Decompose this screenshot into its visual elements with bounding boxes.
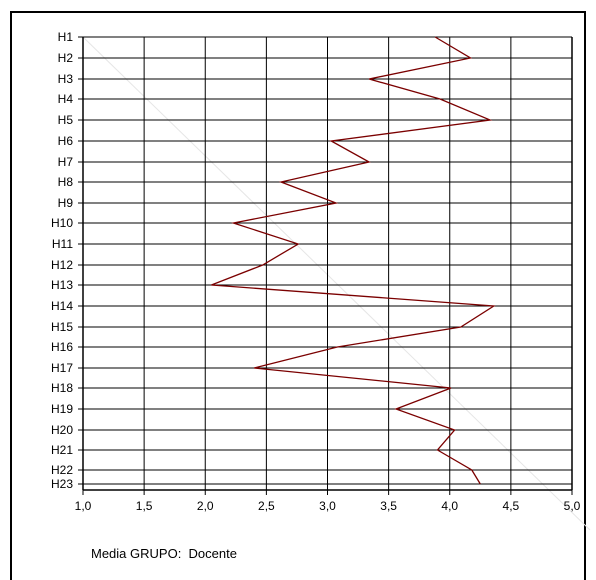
data-point-h8 bbox=[280, 181, 282, 183]
data-point-h14 bbox=[493, 305, 495, 307]
y-tick-label-h10: H10 bbox=[51, 216, 73, 230]
data-point-h19 bbox=[395, 408, 397, 410]
y-tick-label-h8: H8 bbox=[58, 175, 74, 189]
data-point-h16 bbox=[336, 346, 338, 348]
y-tick-label-h18: H18 bbox=[51, 381, 73, 395]
y-tick-label-h22: H22 bbox=[51, 463, 73, 477]
data-point-h17 bbox=[253, 367, 255, 369]
data-point-h22 bbox=[471, 469, 473, 471]
y-tick-label-h13: H13 bbox=[51, 278, 73, 292]
y-tick-label-h3: H3 bbox=[58, 72, 74, 86]
data-point-h15 bbox=[460, 326, 462, 328]
series-line bbox=[211, 36, 496, 485]
data-point-h23 bbox=[479, 483, 481, 485]
data-point-h7 bbox=[368, 161, 370, 163]
y-tick-label-h12: H12 bbox=[51, 258, 73, 272]
data-point-h21 bbox=[437, 449, 439, 451]
data-point-h3 bbox=[368, 78, 370, 80]
data-point-h12 bbox=[262, 264, 264, 266]
diagonal-line bbox=[82, 36, 591, 531]
data-point-h10 bbox=[232, 222, 234, 224]
y-tick-label-h23: H23 bbox=[51, 477, 73, 491]
y-tick-label-h14: H14 bbox=[51, 299, 73, 313]
grid-lines bbox=[78, 36, 573, 495]
x-tick-label: 3,0 bbox=[319, 499, 336, 513]
y-tick-label-h4: H4 bbox=[58, 92, 74, 106]
data-point-h18 bbox=[450, 387, 452, 389]
y-tick-label-h16: H16 bbox=[51, 340, 73, 354]
x-tick-label: 3,5 bbox=[380, 499, 397, 513]
data-point-h9 bbox=[335, 202, 337, 204]
x-tick-labels: 1,0 1,5 2,0 2,5 3,0 3,5 4,0 4,5 5,0 bbox=[75, 499, 581, 513]
y-tick-label-h15: H15 bbox=[51, 320, 73, 334]
y-tick-label-h7: H7 bbox=[58, 155, 74, 169]
data-point-h20 bbox=[454, 429, 456, 431]
x-tick-label: 2,5 bbox=[258, 499, 275, 513]
y-tick-label-h2: H2 bbox=[58, 51, 74, 65]
diagonal-decoration bbox=[82, 36, 591, 531]
x-tick-label: 2,0 bbox=[197, 499, 214, 513]
x-tick-label: 1,5 bbox=[136, 499, 153, 513]
chart-frame bbox=[10, 11, 586, 580]
y-tick-label-h17: H17 bbox=[51, 361, 73, 375]
y-tick-labels: H1 H2 H3 H4 H5 H6 H7 H8 H9 H10 H11 H12 H13 H14 H15 H16 H… bbox=[51, 30, 73, 491]
x-tick-label: 1,0 bbox=[75, 499, 92, 513]
y-tick-label-h1: H1 bbox=[58, 30, 74, 44]
x-tick-label: 4,0 bbox=[441, 499, 458, 513]
y-tick-label-h20: H20 bbox=[51, 423, 73, 437]
x-tick-label: 5,0 bbox=[564, 499, 581, 513]
y-tick-label-h11: H11 bbox=[52, 237, 73, 251]
data-point-h5 bbox=[489, 119, 491, 121]
y-tick-label-h5: H5 bbox=[58, 113, 74, 127]
data-point-h1 bbox=[434, 36, 436, 38]
series-line-group bbox=[210, 36, 496, 485]
series-legend-label: Media GRUPO: Docente bbox=[91, 546, 237, 561]
data-point-h2 bbox=[470, 57, 472, 59]
y-tick-label-h19: H19 bbox=[51, 402, 73, 416]
y-tick-label-h6: H6 bbox=[58, 134, 74, 148]
y-tick-label-h21: H21 bbox=[51, 443, 73, 457]
data-point-h11 bbox=[297, 243, 299, 245]
y-tick-label-h9: H9 bbox=[58, 196, 74, 210]
x-tick-label: 4,5 bbox=[503, 499, 520, 513]
data-point-h4 bbox=[439, 98, 441, 100]
data-point-h6 bbox=[330, 140, 332, 142]
data-point-h13 bbox=[210, 284, 212, 286]
